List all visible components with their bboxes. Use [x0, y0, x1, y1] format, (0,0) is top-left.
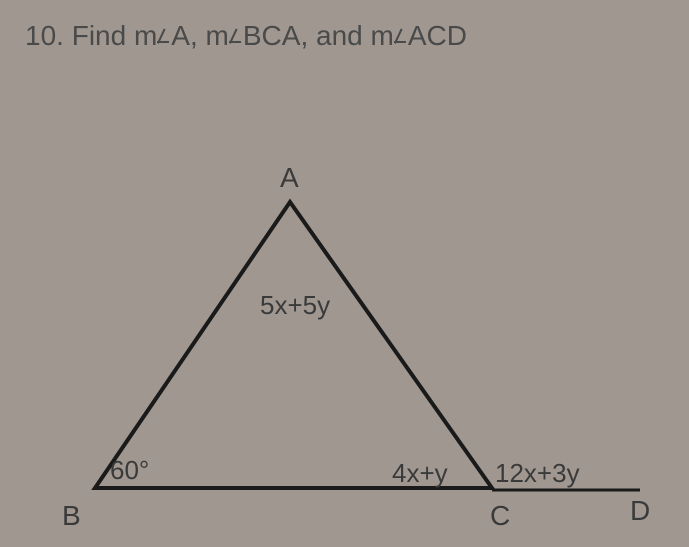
diagram: A B C D 60° 5x+5y 4x+y 12x+3y [0, 0, 689, 542]
angle-acd-label: 12x+3y [495, 458, 580, 489]
triangle-svg [0, 0, 689, 542]
angle-a-label: 5x+5y [260, 290, 330, 321]
vertex-d-label: D [630, 495, 650, 527]
vertex-b-label: B [62, 500, 81, 532]
angle-b-label: 60° [110, 455, 149, 486]
angle-bca-label: 4x+y [392, 458, 448, 489]
vertex-c-label: C [490, 500, 510, 532]
vertex-a-label: A [280, 162, 299, 194]
triangle-shape [95, 202, 492, 488]
